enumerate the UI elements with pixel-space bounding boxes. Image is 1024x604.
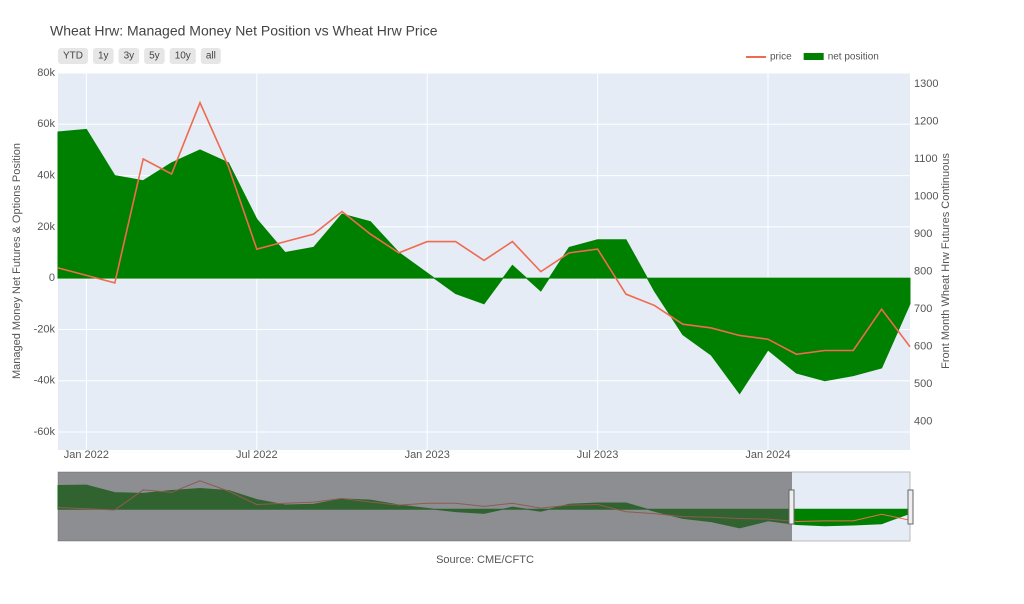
y2-tick-label: 700 [914,303,932,315]
y2-tick-label: 600 [914,341,932,353]
range-button-bg[interactable] [93,48,114,64]
range-button[interactable]: 5y [144,48,165,64]
legend-swatch [803,53,824,60]
range-button-label[interactable]: all [206,51,216,62]
y2-tick-label: 800 [914,266,932,278]
y-tick-label: -20k [34,323,56,335]
slider-mask [58,472,792,541]
y-axis-title: Managed Money Net Futures & Options Posi… [11,143,23,379]
y2-tick-label: 1100 [914,153,938,165]
x-tick-label: Jan 2023 [405,449,450,461]
x-tick-label: Jan 2024 [745,449,790,461]
y2-tick-label: 1000 [914,190,938,202]
series-area [57,128,911,395]
y-tick-label: 80k [37,67,55,79]
legend-label: net position [828,52,879,63]
y-tick-label: 20k [37,221,55,233]
range-button-label[interactable]: 3y [124,51,135,62]
legend-label: price [770,52,792,63]
range-button[interactable]: 3y [118,48,140,64]
range-button[interactable]: YTD [58,48,88,64]
series-line [57,100,911,356]
y2-axis-title: Front Month Wheat Hrw Futures Continuous [940,153,952,369]
y-tick-label: -40k [34,375,56,387]
slider-handle[interactable] [907,489,914,525]
annotation: Source: CME/CFTC [436,554,534,566]
range-button-label[interactable]: YTD [63,51,83,62]
x-tick-label: Jan 2022 [64,449,109,461]
range-button-bg[interactable] [118,48,140,64]
range-button-bg[interactable] [200,48,221,64]
range-button-label[interactable]: 10y [175,51,191,62]
y2-tick-label: 500 [914,378,932,390]
x-tick-label: Jul 2022 [236,449,278,461]
x-tick-label: Jul 2023 [577,449,619,461]
range-button-bg[interactable] [58,48,88,64]
y2-tick-label: 900 [914,228,932,240]
range-button-label[interactable]: 5y [149,51,160,62]
slider-handle[interactable] [788,489,795,525]
y-tick-label: 40k [37,169,55,181]
range-button[interactable]: 10y [169,48,196,64]
range-button-label[interactable]: 1y [98,51,109,62]
chart-title: Wheat Hrw: Managed Money Net Position vs… [50,23,438,39]
y-tick-label: 60k [37,118,55,130]
range-button-bg[interactable] [169,48,196,64]
range-button[interactable]: 1y [93,48,114,64]
y-tick-label: 0 [49,272,55,284]
y2-tick-label: 1200 [914,115,938,127]
y2-tick-label: 400 [914,416,932,428]
y-tick-label: -60k [34,426,56,438]
range-button[interactable]: all [200,48,221,64]
range-button-bg[interactable] [144,48,165,64]
y2-tick-label: 1300 [914,78,938,90]
